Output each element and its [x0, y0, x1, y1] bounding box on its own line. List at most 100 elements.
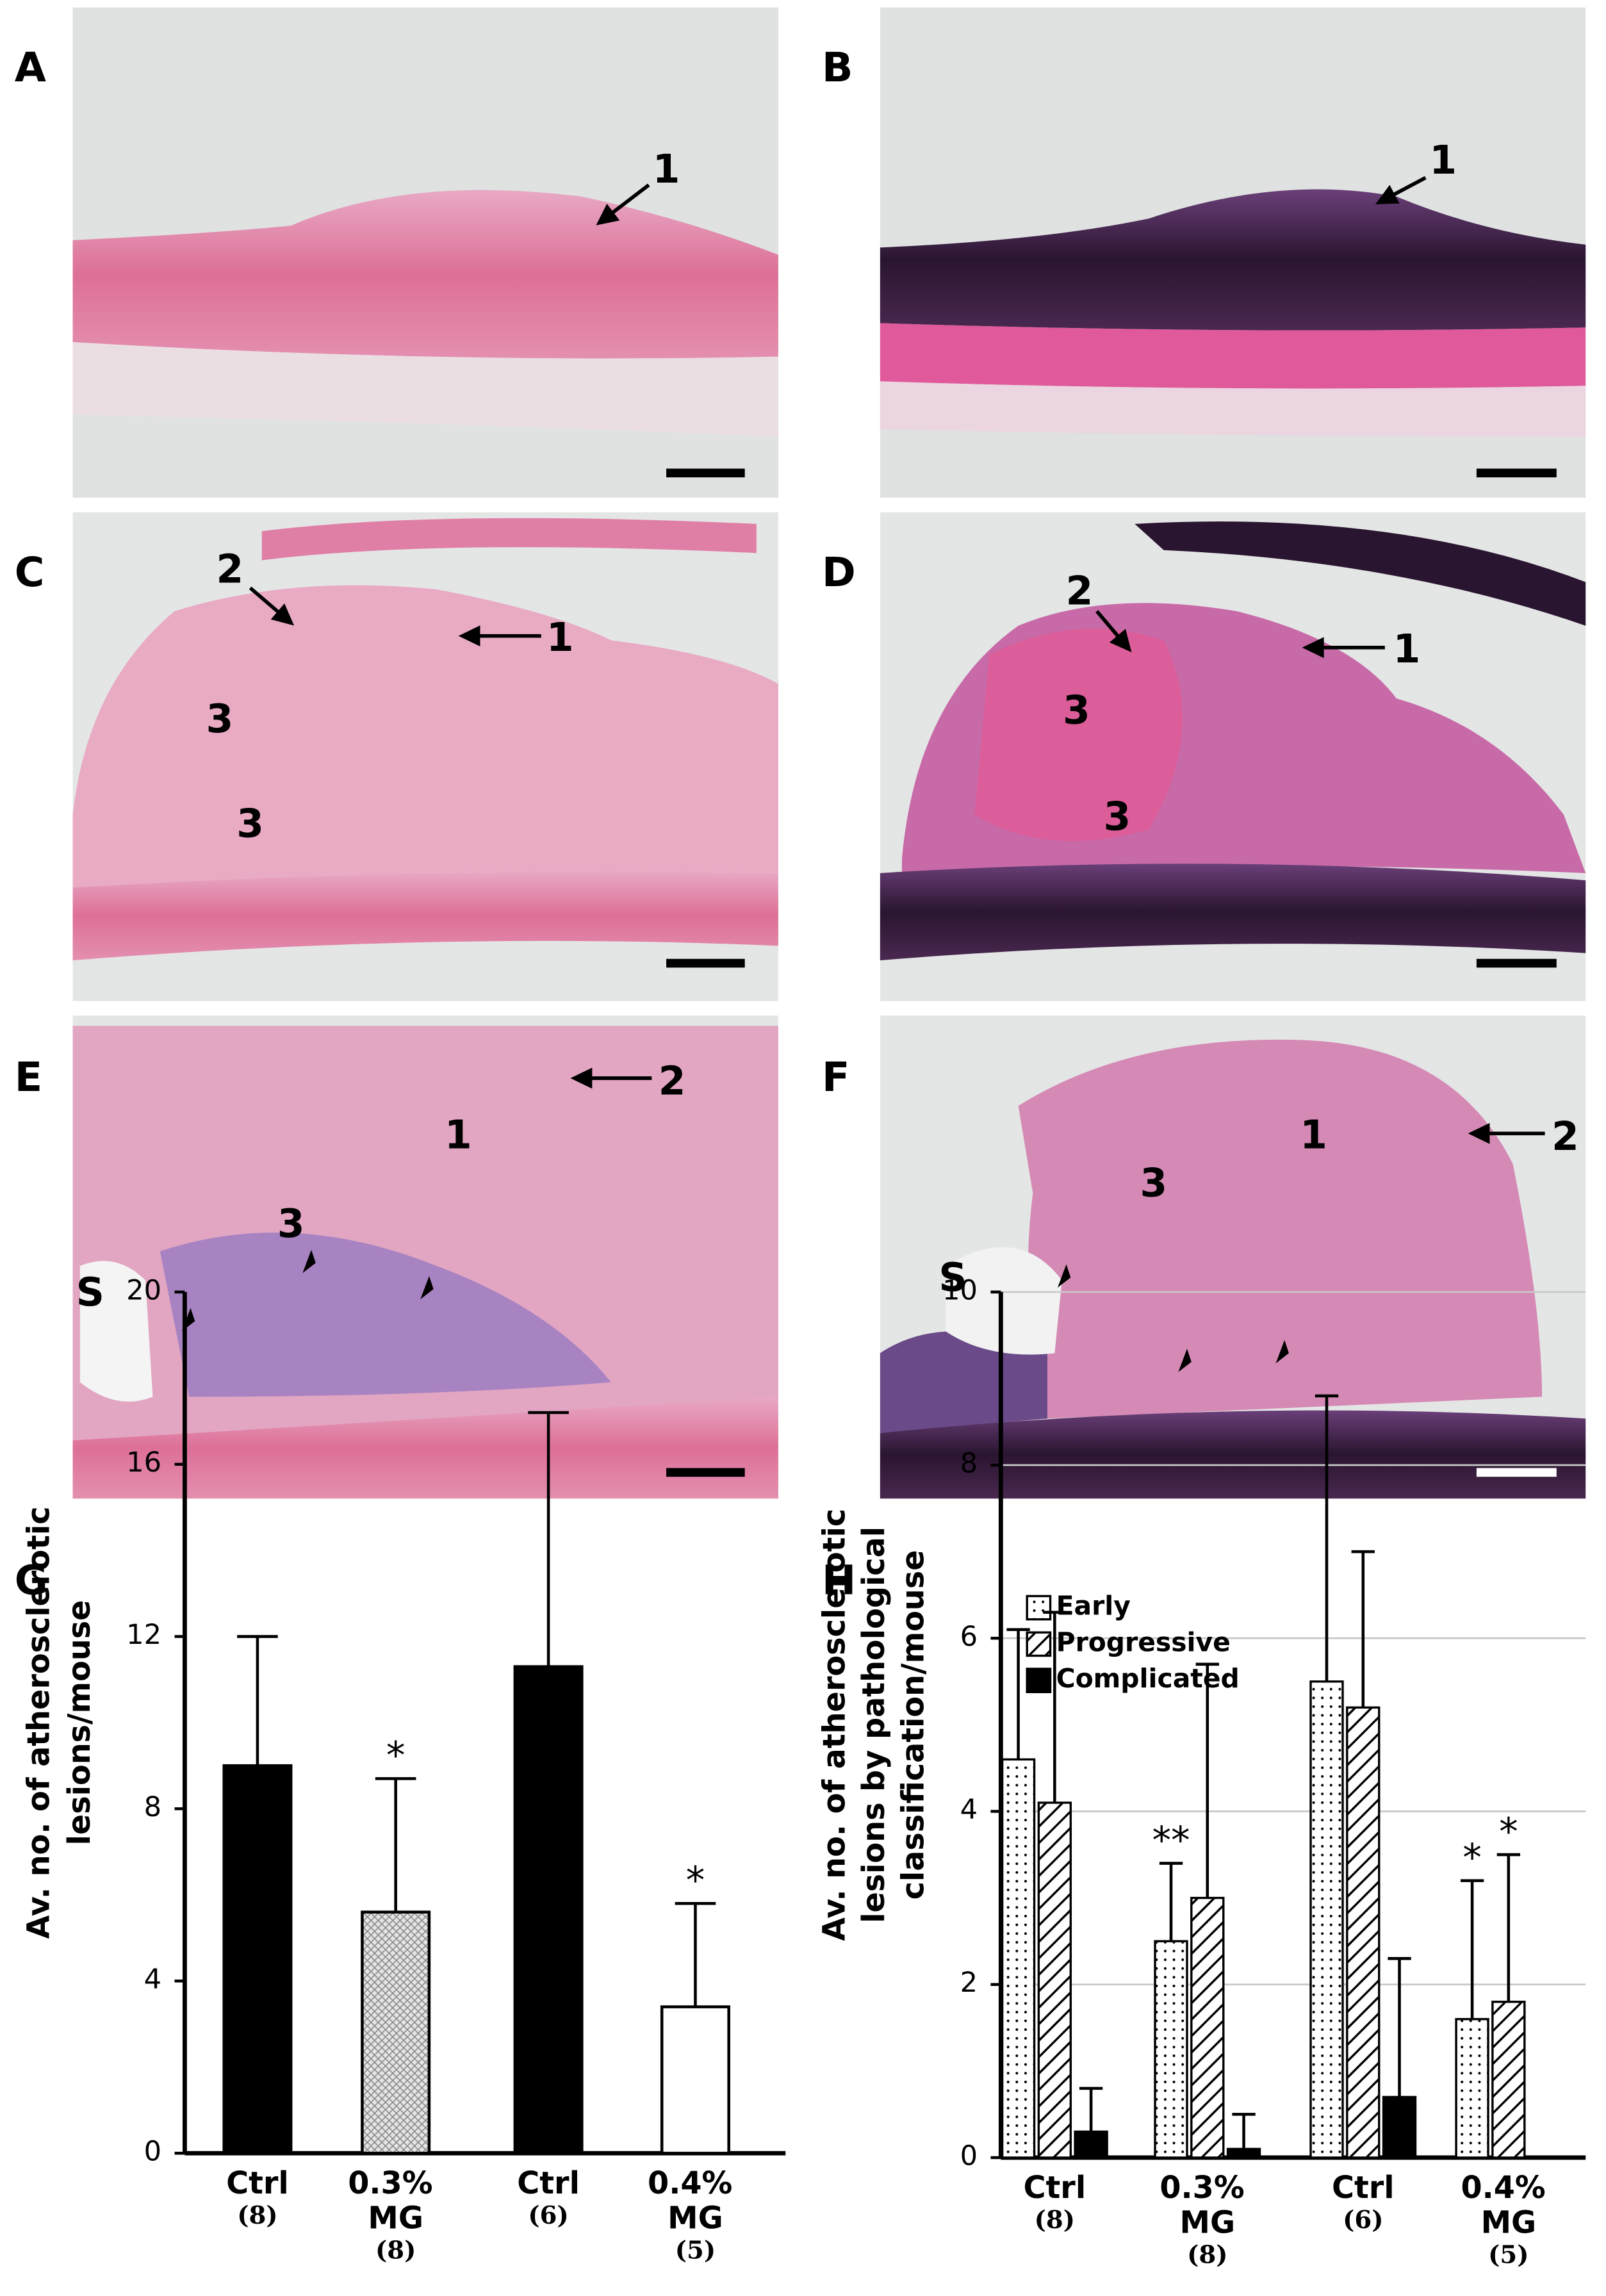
bar [513, 1665, 584, 2155]
x-tick-label: 0.4% MG [648, 2166, 743, 2236]
legend-label: Complicated [1056, 1663, 1240, 1694]
arrowhead-marker [1057, 1264, 1071, 1288]
scale-bar [1476, 1468, 1557, 1477]
scale-bar [1476, 468, 1557, 478]
significance-label: * [386, 1734, 406, 1778]
group-size-label: (5) [1488, 2240, 1528, 2269]
annotation-label: 1 [546, 615, 574, 660]
group-size-label: (5) [675, 2236, 716, 2265]
error-bar [1496, 1853, 1521, 2002]
error-bar [528, 1411, 569, 1667]
x-tick-label: Ctrl [1024, 2170, 1086, 2206]
annotation-label: 3 [1104, 794, 1131, 839]
error-bar [1195, 1662, 1219, 1898]
error-bar [1159, 1862, 1183, 1942]
x-tick-label: 0.3% MG [348, 2166, 443, 2236]
bar [1346, 1706, 1381, 2159]
group-size-label: (8) [375, 2236, 416, 2265]
annotation-label: 2 [1552, 1114, 1579, 1160]
arrow-head [570, 1067, 593, 1089]
y-tick-label: 4 [144, 1964, 161, 1996]
arrow-head [1468, 1122, 1490, 1144]
panel-label: H [822, 1557, 856, 1604]
x-tick-label: Ctrl [517, 2166, 580, 2201]
bar [1309, 1680, 1344, 2159]
legend-swatch [1026, 1595, 1052, 1621]
annotation-label: 2 [659, 1059, 686, 1104]
annotation-label: 2 [216, 546, 243, 592]
arrow-head [1302, 637, 1324, 659]
y-tick-label: 8 [144, 1791, 161, 1823]
y-tick-label: 12 [126, 1619, 161, 1651]
error-bar [1460, 1879, 1484, 2019]
bar [1226, 2147, 1261, 2159]
panel-label: A [15, 44, 46, 91]
micrograph [72, 7, 778, 498]
y-axis-label: Av. no. of atherosclerotic [817, 1509, 853, 1941]
arrow-head [596, 204, 620, 226]
group-size-label: (6) [528, 2201, 568, 2230]
x-tick-label: 0.4% MG [1461, 2170, 1556, 2241]
micrograph [880, 7, 1586, 498]
y-tick-label: 8 [960, 1448, 978, 1480]
arrowhead-marker [420, 1275, 434, 1300]
error-bar [1232, 2113, 1256, 2149]
error-bar [237, 1635, 278, 1766]
x-tick-label: 0.3% MG [1159, 2170, 1255, 2241]
scale-bar [666, 468, 745, 478]
panel-label: F [822, 1053, 849, 1101]
annotation-label: 3 [206, 696, 234, 742]
group-size-label: (6) [1343, 2206, 1383, 2234]
x-tick-label: Ctrl [226, 2166, 289, 2201]
micrograph [880, 1015, 1586, 1499]
micrograph [72, 512, 778, 1001]
legend-label: Early [1056, 1591, 1131, 1621]
bar [660, 2005, 730, 2155]
y-axis-label: classification/mouse [896, 1550, 931, 1899]
bar [222, 1764, 293, 2155]
panel-label: D [822, 548, 856, 596]
panel-label: C [15, 548, 45, 596]
annotation-label: 2 [1066, 568, 1094, 614]
y-tick-label: 10 [942, 1274, 978, 1306]
scale-bar [666, 1468, 745, 1477]
annotation-label: 1 [653, 147, 680, 192]
legend-swatch [1026, 1631, 1052, 1657]
error-bar [1043, 1611, 1067, 1803]
annotation-label: S [76, 1270, 104, 1315]
bar [1154, 1940, 1188, 2159]
annotation-label: 3 [236, 801, 264, 847]
y-tick-label: 2 [960, 1967, 978, 1999]
significance-label: * [686, 1858, 705, 1903]
annotation-label: 1 [1429, 138, 1457, 183]
annotation-label: 3 [277, 1201, 305, 1247]
bar [1001, 1758, 1036, 2159]
significance-label: ** [1152, 1818, 1190, 1862]
bar [1491, 2001, 1526, 2159]
error-bar [1388, 1956, 1411, 2097]
annotation-label: 1 [445, 1113, 472, 1158]
arrow-head [458, 625, 480, 647]
error-bar [1351, 1550, 1375, 1708]
bar [1455, 2018, 1489, 2159]
bar [1382, 2095, 1417, 2159]
arrow-head [1375, 184, 1400, 205]
annotation-label: 3 [1140, 1161, 1167, 1206]
significance-label: * [1463, 1835, 1482, 1880]
legend-label: Progressive [1056, 1627, 1231, 1657]
micrograph [880, 512, 1586, 1001]
panel-label: E [15, 1053, 42, 1101]
annotation-label: 1 [1393, 627, 1421, 672]
error-bar [675, 1902, 716, 2007]
panel-label: G [15, 1557, 48, 1604]
arrowhead-marker [1275, 1340, 1289, 1364]
bar [1037, 1801, 1072, 2159]
x-tick-label: Ctrl [1332, 2170, 1395, 2206]
scale-bar [1476, 958, 1557, 968]
annotation-label: 3 [1063, 688, 1090, 734]
y-axis-label: lesions/mouse [62, 1600, 97, 1846]
arrowhead-marker [302, 1249, 316, 1274]
error-bar [375, 1777, 416, 1912]
